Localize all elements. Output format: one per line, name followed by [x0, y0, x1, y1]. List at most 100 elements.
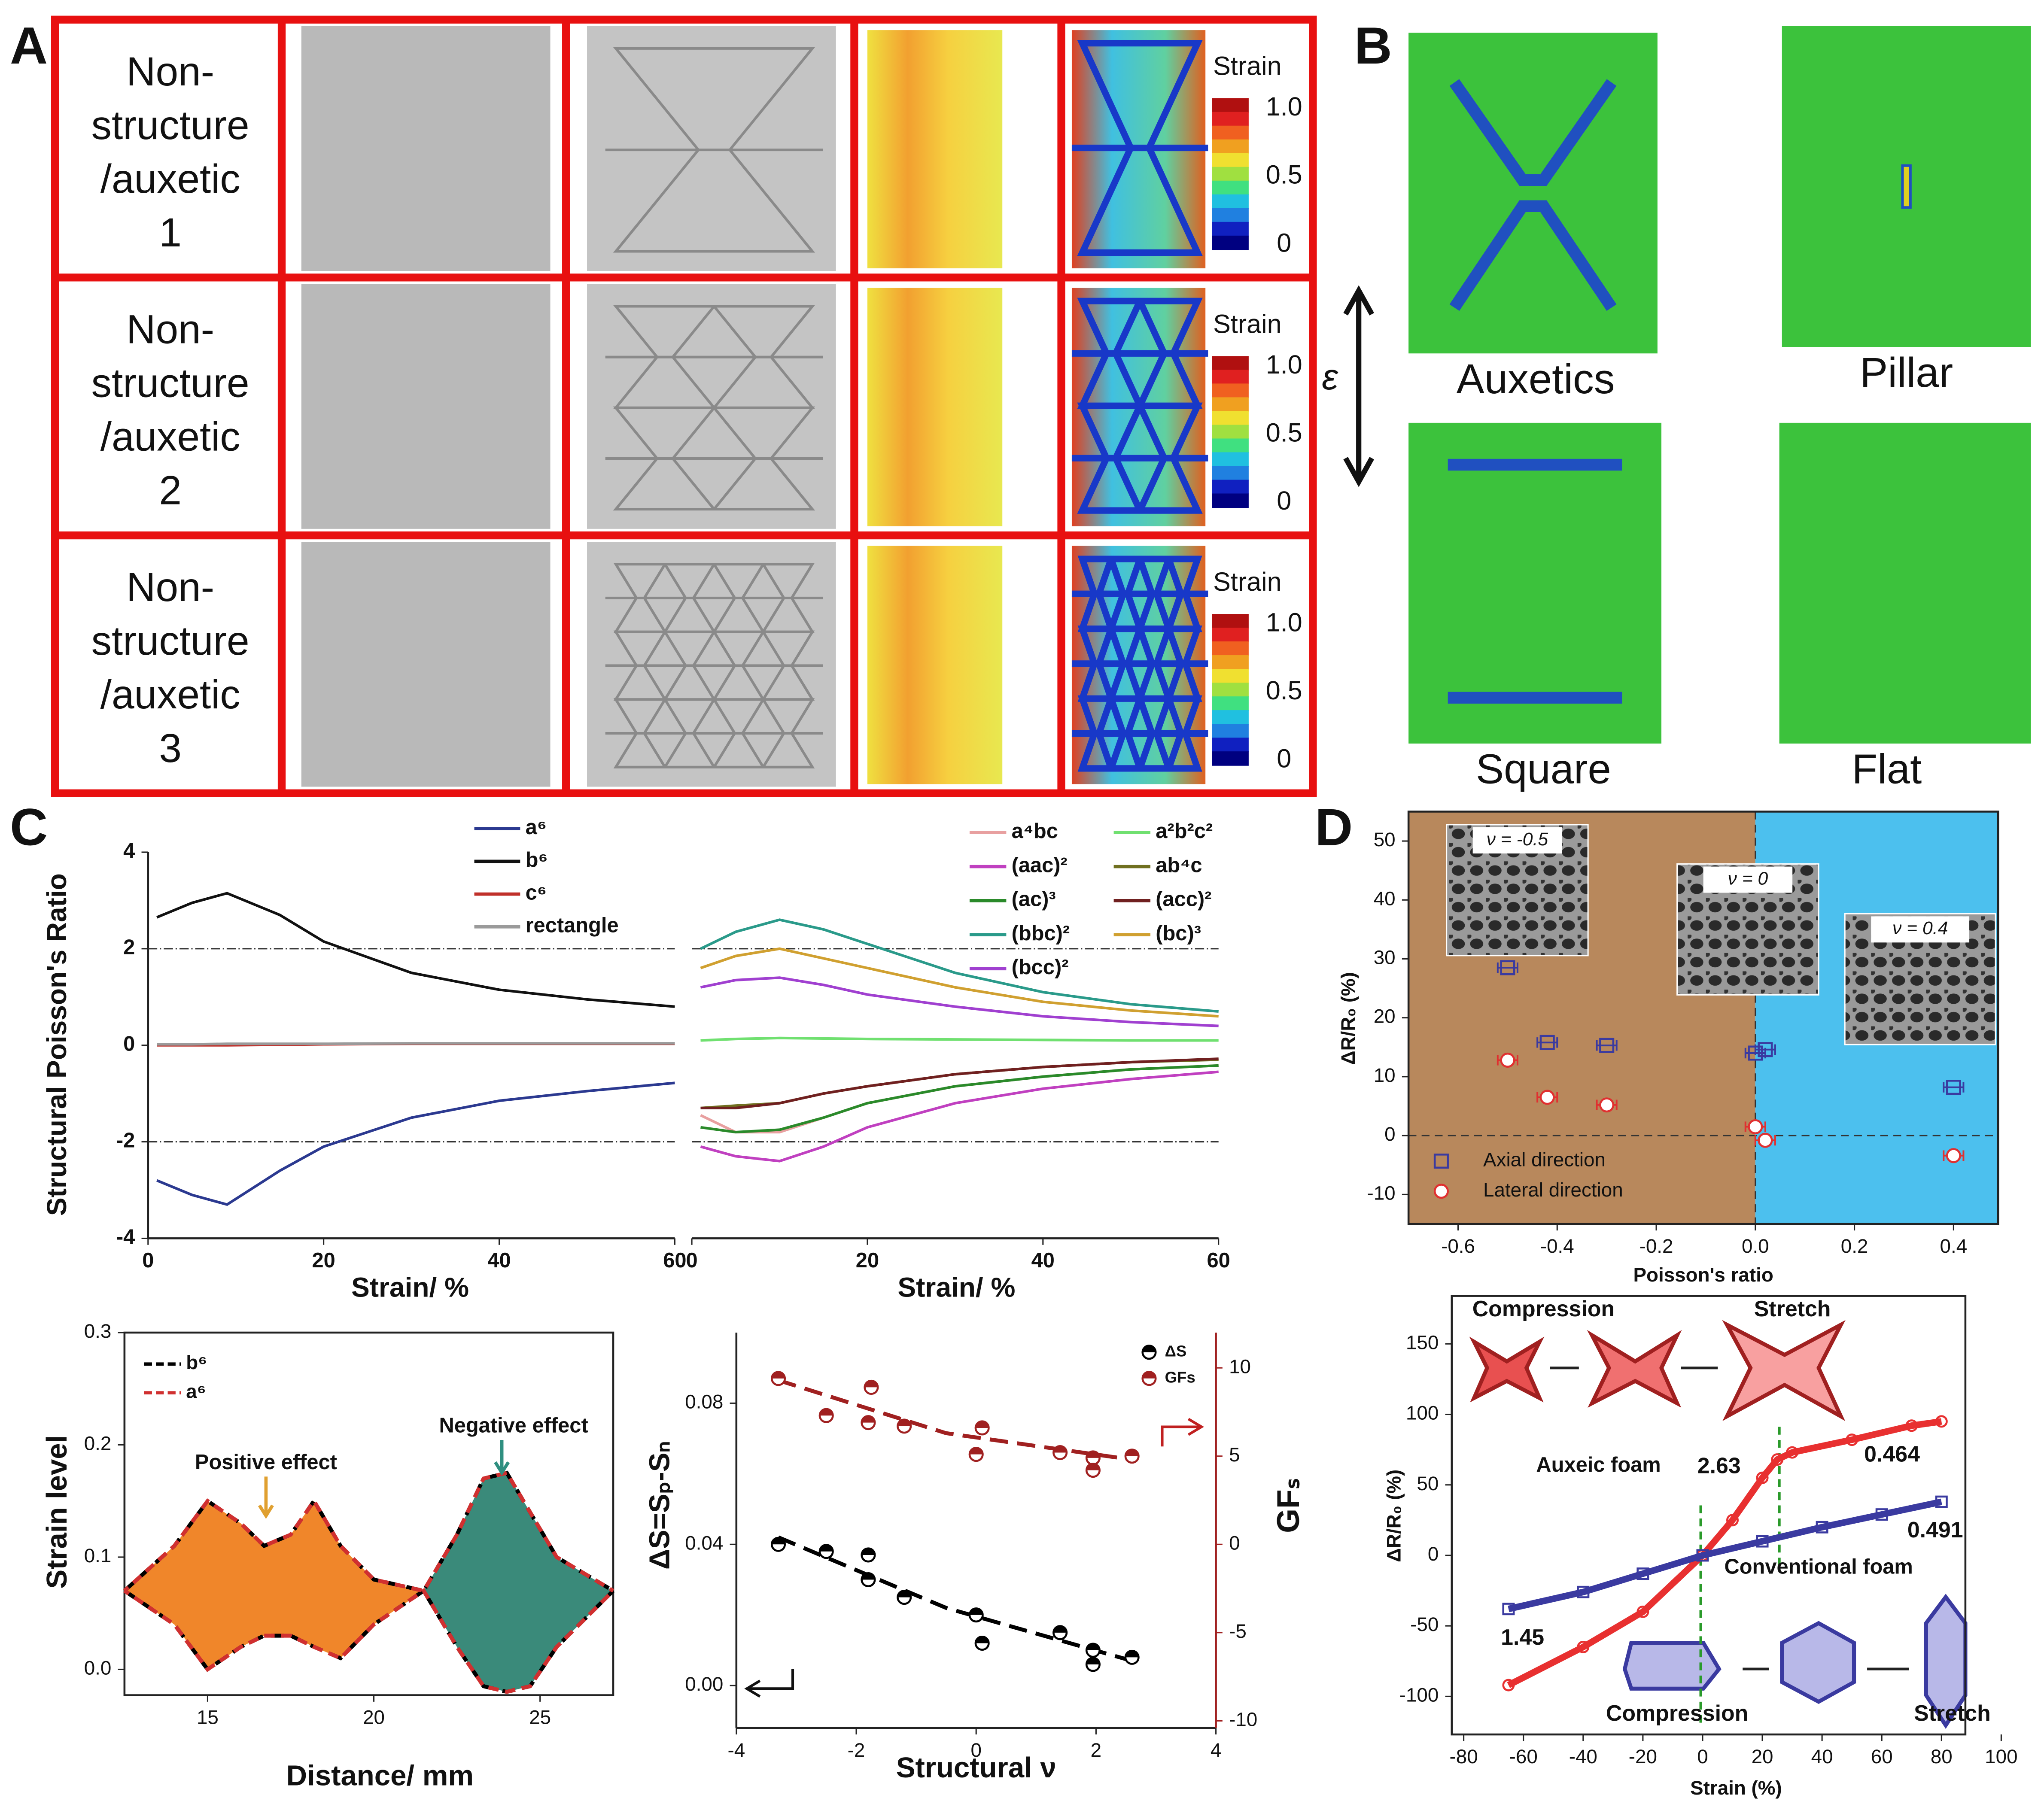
x-tick-label: 20: [856, 1249, 879, 1272]
colorbar-band: [1212, 669, 1249, 683]
data-point: [1085, 1643, 1101, 1658]
y-tick-label: 0: [1428, 1543, 1439, 1565]
y-tick-label: 0.2: [84, 1433, 112, 1455]
y-axis-label: ΔR/R₀ (%): [1383, 1470, 1405, 1562]
y2-axis-label: GFₛ: [1271, 1478, 1306, 1533]
plain-film: [301, 542, 551, 787]
colorbar-tick: 0: [1277, 228, 1291, 257]
colorbar-band: [1212, 356, 1249, 370]
data-point: [770, 1537, 786, 1552]
marker-half: [1142, 1372, 1156, 1379]
colorbar-title: Strain: [1213, 52, 1281, 81]
x-axis-label: Distance/ mm: [286, 1759, 474, 1792]
data-point: [1433, 1184, 1449, 1199]
y-tick-label: 100: [1406, 1402, 1439, 1424]
colorbar-band: [1212, 452, 1249, 467]
colorbar-band: [1212, 235, 1249, 250]
marker-half: [1142, 1345, 1156, 1352]
marker-half: [897, 1419, 911, 1426]
y-tick-label: -100: [1399, 1684, 1439, 1706]
marker-half: [969, 1448, 983, 1455]
marker: [1433, 1184, 1449, 1199]
annotation: 0.464: [1864, 1441, 1920, 1466]
legend-label: Axial direction: [1483, 1149, 1606, 1171]
x-tick-label: 0: [970, 1739, 981, 1761]
x-axis-label: Strain (%): [1690, 1777, 1782, 1799]
data-point: [1946, 1080, 1961, 1095]
plot-frame: [1451, 1295, 1967, 1736]
colorbar-band: [1212, 411, 1249, 425]
y-tick-label: 150: [1406, 1331, 1439, 1353]
series-line: [700, 947, 1219, 1018]
y-tick-label: -4: [116, 1225, 135, 1248]
colorbar-band: [1212, 125, 1249, 140]
plain-film: [301, 284, 551, 529]
colorbar-band: [1212, 724, 1249, 738]
row-label: structure: [91, 618, 249, 664]
strut: [1448, 459, 1622, 704]
marker: [1500, 1052, 1515, 1068]
x-tick-label: 20: [363, 1707, 385, 1728]
marker-half: [969, 1608, 983, 1615]
x-tick-label: -0.6: [1441, 1235, 1475, 1257]
marker-half: [864, 1381, 878, 1388]
guide-line: [1699, 1427, 1781, 1728]
legend-label: ab⁴c: [1156, 853, 1202, 877]
legend-label: rectangle: [526, 914, 619, 937]
data-point: [1758, 1042, 1773, 1057]
y-tick-label: 50: [1374, 829, 1396, 850]
colorbar-band: [1212, 425, 1249, 439]
legend-label: c⁶: [526, 881, 547, 904]
x-tick-label: 15: [197, 1707, 219, 1728]
colorbar-band: [1212, 98, 1249, 113]
x-tick-label: 0.2: [1841, 1235, 1868, 1257]
colorbar-band: [1212, 493, 1249, 508]
marker: [1539, 1035, 1555, 1050]
marker-half: [819, 1545, 833, 1552]
data-point: [1599, 1038, 1615, 1053]
pillar: [1901, 164, 1912, 209]
colorbar-band: [1212, 710, 1249, 725]
series-line: [700, 1064, 1219, 1134]
series-annotation: Auxeic foam: [1536, 1453, 1661, 1476]
series-line: [156, 1081, 675, 1206]
colorbar-tick: 0: [1277, 486, 1291, 515]
legend-label: (acc)²: [1156, 888, 1211, 911]
sim-label: Square: [1476, 746, 1611, 793]
series-line: [123, 1588, 615, 1694]
series-line: [700, 1057, 1219, 1109]
colorbar-title: Strain: [1213, 567, 1281, 596]
legend-label: a⁶: [186, 1380, 206, 1402]
marker-half: [1053, 1626, 1067, 1633]
sim-label: Pillar: [1860, 349, 1953, 396]
marker: [1433, 1154, 1449, 1169]
y2-tick-label: 5: [1229, 1444, 1240, 1466]
panel-label: C: [10, 798, 48, 856]
sim-label: Auxetics: [1457, 355, 1615, 402]
x-tick-label: -20: [1629, 1746, 1657, 1767]
auxetic-pattern: [605, 563, 823, 768]
legend-label: b⁶: [186, 1351, 207, 1373]
colorbar-tick: 0: [1277, 744, 1291, 773]
colorbar-tick: 1.0: [1266, 350, 1302, 379]
series-line: [156, 892, 675, 1008]
colorbar-band: [1212, 383, 1249, 398]
icon: [1587, 1330, 1682, 1408]
marker-half: [819, 1409, 833, 1416]
colorbar-tick: 0.5: [1266, 418, 1302, 447]
strut: [1449, 79, 1617, 311]
annotation: Positive effect: [195, 1451, 337, 1474]
colorbar-tick: 1.0: [1266, 92, 1302, 121]
x-tick-label: 0.4: [1940, 1235, 1968, 1257]
panel-a-frame: [51, 15, 1317, 797]
icon: [1780, 1621, 1856, 1704]
row-label: /auxetic: [100, 672, 240, 717]
x-tick-label: 40: [1031, 1249, 1055, 1272]
auxetic-pattern: [1071, 39, 1208, 256]
x-tick-label: 60: [1207, 1249, 1230, 1272]
inset-tag: [1472, 827, 1562, 854]
data-point: [1748, 1045, 1763, 1061]
data-point: [861, 1572, 876, 1588]
series-line: [700, 1070, 1219, 1163]
legend-label: (aac)²: [1012, 853, 1068, 877]
